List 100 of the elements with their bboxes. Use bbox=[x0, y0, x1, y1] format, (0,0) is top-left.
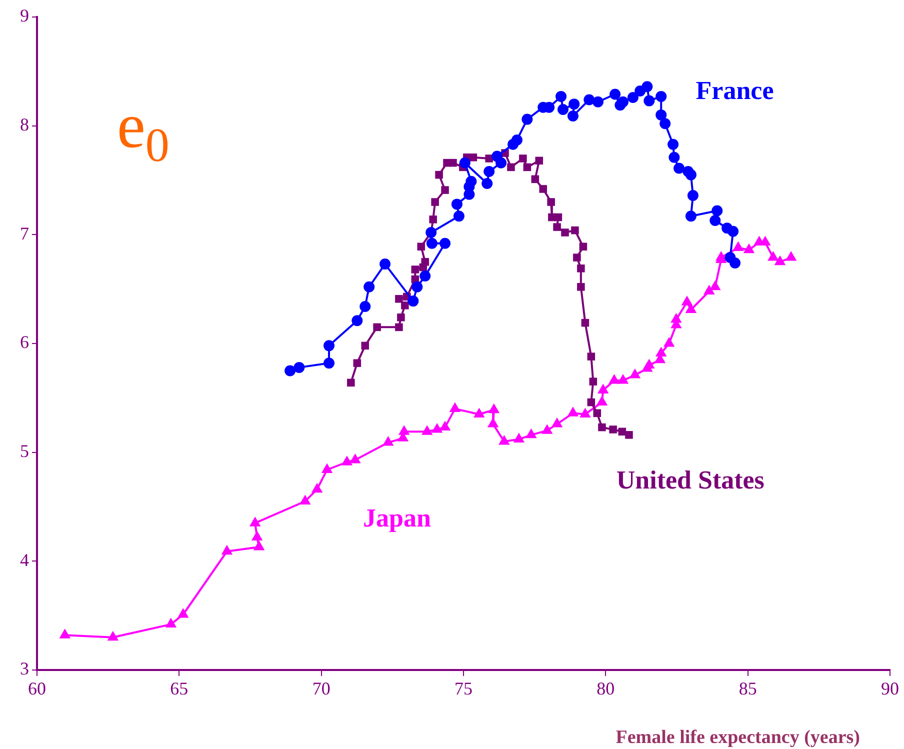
point bbox=[584, 94, 595, 106]
point bbox=[629, 368, 641, 378]
point bbox=[341, 456, 353, 466]
point bbox=[598, 423, 606, 432]
point bbox=[663, 337, 675, 347]
y-tick-label: 5 bbox=[20, 441, 29, 462]
point bbox=[482, 178, 493, 190]
point bbox=[627, 92, 638, 104]
point bbox=[660, 118, 671, 130]
point bbox=[408, 296, 419, 307]
point bbox=[347, 378, 355, 387]
point bbox=[644, 358, 655, 369]
point bbox=[284, 365, 296, 376]
y-tick-label: 8 bbox=[20, 114, 29, 135]
point bbox=[644, 95, 655, 106]
point bbox=[618, 96, 629, 108]
point bbox=[311, 482, 323, 493]
point bbox=[687, 190, 698, 201]
point bbox=[380, 258, 391, 270]
point bbox=[685, 210, 696, 222]
series-label: Japan bbox=[363, 504, 432, 533]
point bbox=[656, 109, 667, 120]
point bbox=[398, 425, 410, 435]
point bbox=[249, 516, 261, 526]
point bbox=[704, 284, 715, 295]
point bbox=[440, 238, 451, 249]
point bbox=[710, 280, 721, 290]
x-tick-label: 70 bbox=[312, 678, 330, 699]
point bbox=[165, 618, 177, 628]
point bbox=[299, 494, 311, 505]
point bbox=[579, 242, 588, 251]
point bbox=[670, 313, 682, 323]
point bbox=[553, 223, 561, 231]
point bbox=[492, 150, 503, 162]
point bbox=[617, 374, 629, 384]
point bbox=[397, 313, 405, 322]
point bbox=[593, 409, 602, 418]
point bbox=[321, 463, 333, 473]
point bbox=[412, 281, 423, 292]
point bbox=[507, 163, 515, 172]
point bbox=[668, 138, 679, 150]
point bbox=[449, 158, 457, 167]
point bbox=[539, 185, 548, 193]
point bbox=[668, 152, 680, 163]
point bbox=[401, 302, 409, 310]
point bbox=[350, 453, 361, 464]
point bbox=[577, 264, 585, 272]
point bbox=[768, 251, 779, 261]
point bbox=[685, 169, 696, 180]
point bbox=[324, 340, 335, 352]
point bbox=[554, 213, 562, 222]
point bbox=[429, 216, 437, 224]
point bbox=[587, 398, 596, 406]
point bbox=[420, 270, 431, 282]
point bbox=[421, 258, 430, 266]
point bbox=[513, 432, 525, 443]
point bbox=[511, 134, 522, 146]
point bbox=[484, 166, 495, 178]
point bbox=[732, 241, 744, 251]
point bbox=[373, 323, 381, 332]
point bbox=[556, 90, 567, 102]
point bbox=[382, 436, 394, 446]
point bbox=[608, 374, 620, 384]
point bbox=[352, 315, 363, 326]
point bbox=[589, 378, 598, 386]
point bbox=[421, 425, 433, 435]
point bbox=[596, 396, 608, 406]
point bbox=[469, 154, 478, 162]
point bbox=[487, 418, 499, 428]
point bbox=[561, 228, 569, 236]
point bbox=[178, 608, 189, 618]
point bbox=[531, 175, 540, 184]
point bbox=[294, 362, 305, 373]
point bbox=[466, 176, 477, 187]
point bbox=[253, 540, 265, 550]
point bbox=[541, 424, 553, 434]
point bbox=[610, 88, 621, 100]
point bbox=[361, 342, 370, 350]
series-label: France bbox=[696, 76, 774, 105]
point bbox=[580, 408, 591, 418]
point bbox=[221, 544, 233, 555]
x-tick-label: 80 bbox=[596, 678, 615, 699]
point bbox=[251, 530, 263, 540]
point bbox=[395, 323, 403, 332]
point bbox=[642, 81, 653, 92]
point bbox=[655, 346, 667, 357]
point bbox=[785, 251, 797, 261]
point bbox=[526, 428, 537, 438]
point bbox=[488, 403, 500, 414]
y-tick-label: 9 bbox=[20, 6, 29, 26]
point bbox=[710, 215, 721, 226]
y-tick-label: 7 bbox=[20, 223, 29, 244]
point bbox=[573, 254, 581, 262]
x-tick-label: 65 bbox=[170, 678, 188, 699]
point bbox=[656, 90, 667, 102]
y-tick-label: 4 bbox=[20, 550, 29, 570]
point bbox=[519, 154, 527, 162]
point bbox=[107, 630, 119, 641]
point bbox=[730, 257, 741, 268]
point bbox=[581, 318, 590, 327]
